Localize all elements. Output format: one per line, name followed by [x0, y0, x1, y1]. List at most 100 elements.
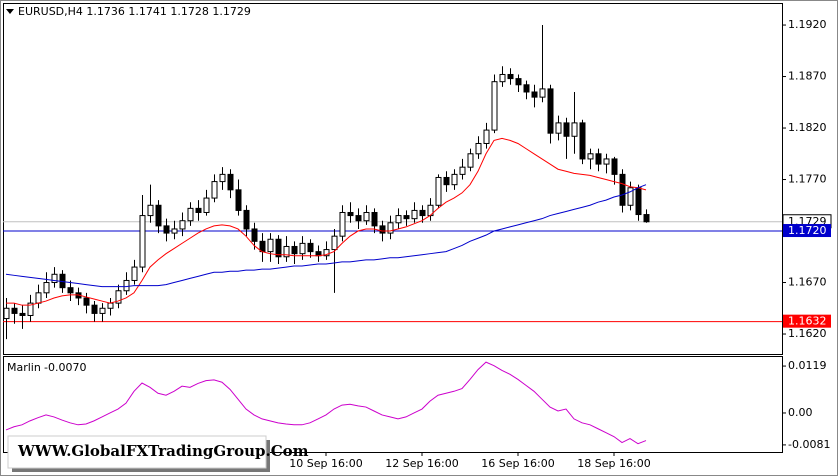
- candle-body: [243, 209, 250, 230]
- candle-body: [371, 211, 378, 227]
- candle-body: [171, 228, 178, 234]
- level-label-box: [783, 224, 831, 238]
- candle-body: [35, 292, 42, 304]
- candle-body: [251, 228, 258, 242]
- y-tick-label: 1.1620: [788, 327, 827, 340]
- candle-body: [419, 209, 426, 217]
- candle-body: [539, 88, 546, 98]
- candle-body: [387, 222, 394, 234]
- candle-body: [123, 279, 130, 292]
- level-label: 1.1720: [788, 224, 827, 237]
- candle-body: [355, 215, 362, 222]
- candle-body: [531, 91, 538, 98]
- candle-body: [195, 207, 202, 213]
- candle-body: [643, 214, 650, 223]
- main-pane: [3, 3, 783, 355]
- candle-body: [211, 181, 218, 199]
- candle-body: [499, 73, 506, 83]
- candle-body: [43, 282, 50, 294]
- candle-body: [227, 173, 234, 191]
- watermark-box: [7, 435, 267, 469]
- indicator-pane: [3, 356, 783, 453]
- candle-body: [579, 122, 586, 160]
- candle-body: [467, 153, 474, 168]
- candle-body: [507, 73, 514, 80]
- candle-body: [619, 173, 626, 206]
- candle-body: [219, 173, 226, 183]
- candle-body: [483, 129, 490, 144]
- x-tick-label: 16 Sep 16:00: [481, 457, 554, 470]
- candle-body: [235, 189, 242, 211]
- candle-body: [51, 273, 58, 284]
- candle-body: [91, 304, 98, 314]
- candle-body: [203, 197, 210, 213]
- moving-average: [5, 184, 647, 288]
- candle-body: [27, 302, 34, 316]
- candle-body: [291, 245, 298, 255]
- candle-body: [99, 307, 106, 314]
- indicator-tick-label: -0.0081: [788, 438, 830, 451]
- candle-body: [3, 307, 10, 320]
- candle-body: [627, 187, 634, 206]
- candle-body: [339, 211, 346, 237]
- candle-body: [587, 153, 594, 160]
- indicator-last: -0.0070: [44, 361, 86, 374]
- candle-body: [563, 122, 570, 137]
- candle-body: [331, 235, 338, 251]
- candle-body: [443, 176, 450, 186]
- candle-body: [275, 238, 282, 258]
- candle-body: [555, 122, 562, 134]
- level-label: 1.1632: [788, 315, 827, 328]
- moving-average: [6, 137, 647, 306]
- indicator-line: [5, 361, 647, 445]
- watermark: WWW.GlobalFXTradingGroup.Com: [7, 435, 309, 472]
- indicator-name: Marlin: [7, 361, 41, 374]
- candle-body: [595, 153, 602, 165]
- x-tick-label: 10 Sep 16:00: [289, 457, 362, 470]
- candle-body: [611, 158, 618, 175]
- candle-body: [411, 209, 418, 220]
- candle-body: [163, 225, 170, 234]
- candle-body: [83, 297, 90, 306]
- candle-body: [179, 220, 186, 230]
- candle-body: [347, 211, 354, 217]
- candle-body: [187, 207, 194, 222]
- candle-body: [523, 84, 530, 93]
- candle-body: [363, 211, 370, 222]
- y-tick-label: 1.1920: [788, 18, 827, 31]
- candle-body: [459, 166, 466, 175]
- candle-body: [107, 302, 114, 309]
- x-tick-label: 18 Sep 16:00: [577, 457, 650, 470]
- candle-body: [635, 187, 642, 216]
- candle-body: [299, 242, 306, 255]
- y-tick-label: 1.1670: [788, 276, 827, 289]
- candle-body: [403, 215, 410, 220]
- candle-body: [11, 307, 18, 314]
- indicator-tick-label: 0.00: [788, 406, 813, 419]
- candle-body: [283, 245, 290, 258]
- watermark-text: WWW.GlobalFXTradingGroup.Com: [17, 442, 309, 460]
- candle-body: [491, 81, 498, 131]
- menu-arrow: [6, 9, 14, 14]
- y-tick-label: 1.1870: [788, 70, 827, 83]
- candle-body: [267, 238, 274, 253]
- candle-body: [67, 287, 74, 294]
- candle-body: [131, 266, 138, 281]
- candle-body: [323, 249, 330, 257]
- candle-body: [515, 78, 522, 86]
- candle-body: [147, 204, 154, 217]
- chart-title: EURUSD,H4 1.1736 1.1741 1.1728 1.1729: [18, 5, 251, 18]
- y-tick-label: 1.1820: [788, 121, 827, 134]
- candle-body: [435, 176, 442, 206]
- candle-body: [115, 290, 122, 304]
- candle-body: [155, 204, 162, 227]
- candle-body: [395, 215, 402, 224]
- candle-body: [379, 225, 386, 234]
- candle-body: [139, 215, 146, 268]
- candle-body: [307, 242, 314, 253]
- level-label-box: [783, 314, 831, 328]
- y-tick-label: 1.1770: [788, 173, 827, 186]
- x-tick-label: 12 Sep 16:00: [385, 457, 458, 470]
